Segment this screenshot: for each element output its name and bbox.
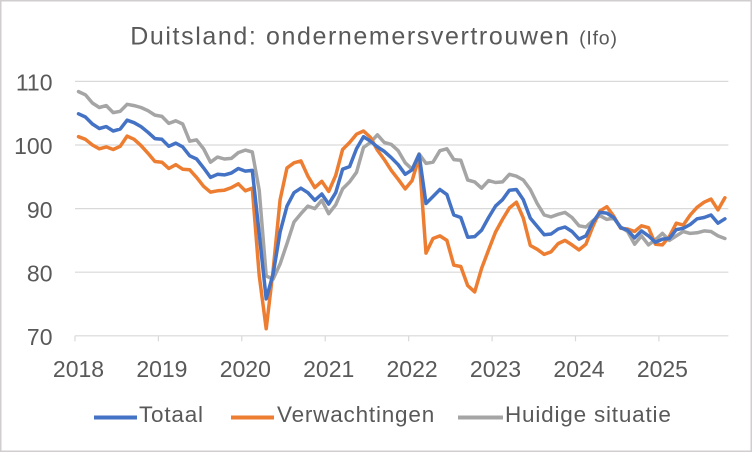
svg-text:2018: 2018 xyxy=(53,356,104,382)
svg-text:100: 100 xyxy=(14,133,52,159)
svg-text:80: 80 xyxy=(27,260,53,286)
svg-text:2020: 2020 xyxy=(220,356,271,382)
svg-text:2022: 2022 xyxy=(387,356,438,382)
svg-text:70: 70 xyxy=(27,324,53,350)
svg-text:Verwachtingen: Verwachtingen xyxy=(277,402,435,427)
svg-text:2021: 2021 xyxy=(303,356,354,382)
svg-text:90: 90 xyxy=(27,197,53,223)
svg-text:2025: 2025 xyxy=(637,356,688,382)
svg-text:2024: 2024 xyxy=(553,356,604,382)
svg-text:Huidige situatie: Huidige situatie xyxy=(505,402,672,427)
svg-text:Duitsland: ondernemersvertrouw: Duitsland: ondernemersvertrouwen (Ifo) xyxy=(130,23,618,51)
svg-text:2023: 2023 xyxy=(470,356,521,382)
svg-text:2019: 2019 xyxy=(136,356,187,382)
svg-text:Totaal: Totaal xyxy=(139,402,204,427)
svg-text:110: 110 xyxy=(16,70,53,96)
